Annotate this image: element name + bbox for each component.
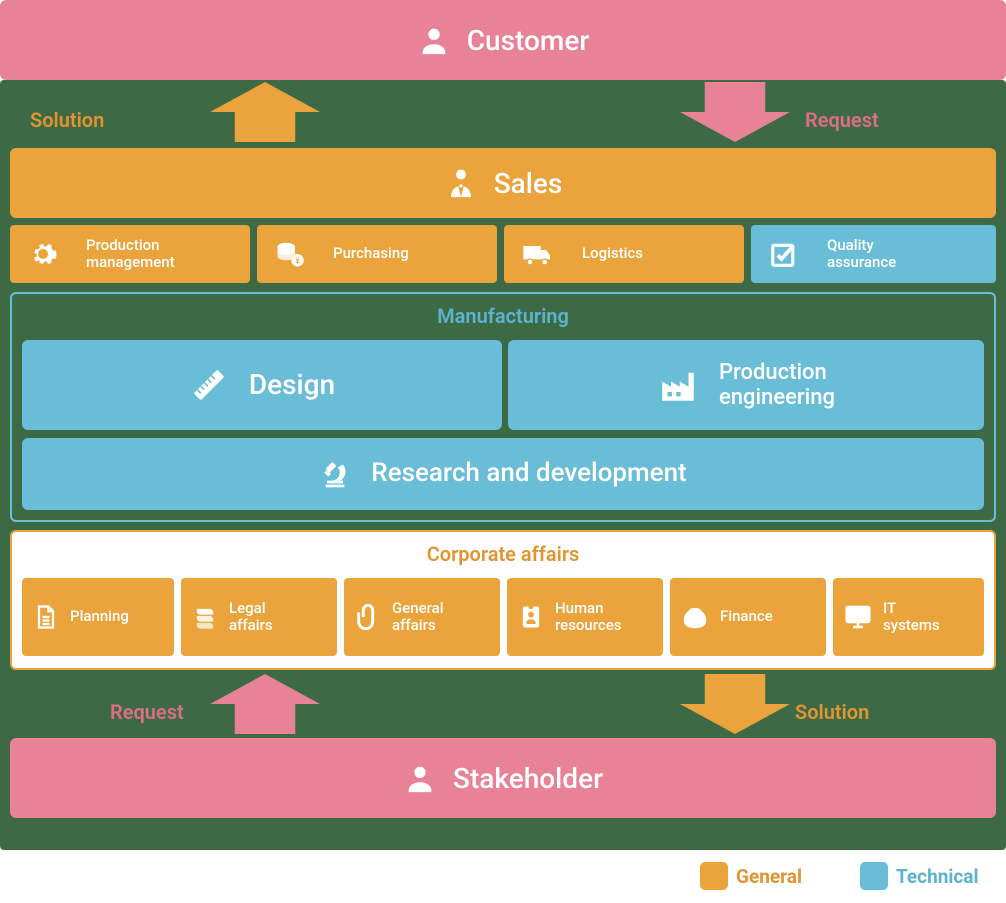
stakeholder-bar-icon <box>403 761 437 795</box>
bottom-request-label: Request <box>110 700 184 724</box>
customer-bar-icon <box>417 23 451 57</box>
purchasing-label: Purchasing <box>333 245 409 262</box>
purchasing-icon: ¥ <box>275 239 305 269</box>
legend-general: General <box>700 862 802 890</box>
sales-bar-label: Sales <box>494 167 563 200</box>
finance-icon <box>680 602 710 632</box>
it-systems-label: IT systems <box>883 600 940 635</box>
rnd-box: Research and development <box>22 438 984 510</box>
top-request-label: Request <box>805 108 879 132</box>
rnd-box-label: Research and development <box>371 459 686 489</box>
quality-assurance-icon <box>769 239 799 269</box>
legend-technical-label: Technical <box>896 865 979 888</box>
design-box: Design <box>22 340 502 430</box>
production-engineering-box: Production engineering <box>508 340 984 430</box>
general-affairs-label: General affairs <box>392 600 444 635</box>
legend-technical-swatch <box>860 862 888 890</box>
production-management-icon <box>28 239 58 269</box>
design-box-icon <box>189 365 229 405</box>
general-affairs-icon <box>354 603 382 631</box>
human-resources-label: Human resources <box>555 600 622 635</box>
bottom-request-arrow <box>210 674 320 734</box>
sales-bar-icon <box>444 166 478 200</box>
corporate-title: Corporate affairs <box>12 532 994 566</box>
legend-general-label: General <box>736 865 802 888</box>
quality-assurance-box: Quality assurance <box>751 225 996 283</box>
legal-affairs-icon <box>191 603 219 631</box>
quality-assurance-label: Quality assurance <box>827 237 896 272</box>
general-affairs-box: General affairs <box>344 578 500 656</box>
planning-icon <box>32 603 60 631</box>
stakeholder-bar-label: Stakeholder <box>453 762 603 795</box>
logistics-label: Logistics <box>582 245 643 262</box>
sales-bar: Sales <box>10 148 996 218</box>
finance-box: Finance <box>670 578 826 656</box>
bottom-solution-arrow <box>680 674 790 734</box>
legend-technical: Technical <box>860 862 979 890</box>
logistics-icon <box>522 238 554 270</box>
human-resources-icon <box>517 603 545 631</box>
production-management-box: Production management <box>10 225 250 283</box>
top-request-arrow <box>680 82 790 142</box>
rnd-box-icon <box>319 458 351 490</box>
top-solution-label: Solution <box>30 108 104 132</box>
customer-bar: Customer <box>0 0 1006 80</box>
top-solution-arrow <box>210 82 320 142</box>
it-systems-box: IT systems <box>833 578 984 656</box>
bottom-solution-label: Solution <box>795 700 869 724</box>
production-management-label: Production management <box>86 237 175 272</box>
legend-general-swatch <box>700 862 728 890</box>
legal-affairs-box: Legal affairs <box>181 578 337 656</box>
design-box-label: Design <box>249 369 335 401</box>
purchasing-box: ¥ Purchasing <box>257 225 497 283</box>
production-engineering-box-label: Production engineering <box>719 360 835 411</box>
logistics-box: Logistics <box>504 225 744 283</box>
human-resources-box: Human resources <box>507 578 663 656</box>
manufacturing-title: Manufacturing <box>12 294 994 328</box>
stakeholder-bar: Stakeholder <box>10 738 996 818</box>
svg-text:¥: ¥ <box>295 257 300 267</box>
legal-affairs-label: Legal affairs <box>229 600 273 635</box>
production-engineering-box-icon <box>657 364 699 406</box>
customer-bar-label: Customer <box>467 24 589 57</box>
planning-label: Planning <box>70 608 129 625</box>
it-systems-icon <box>843 602 873 632</box>
finance-label: Finance <box>720 608 773 625</box>
planning-box: Planning <box>22 578 174 656</box>
